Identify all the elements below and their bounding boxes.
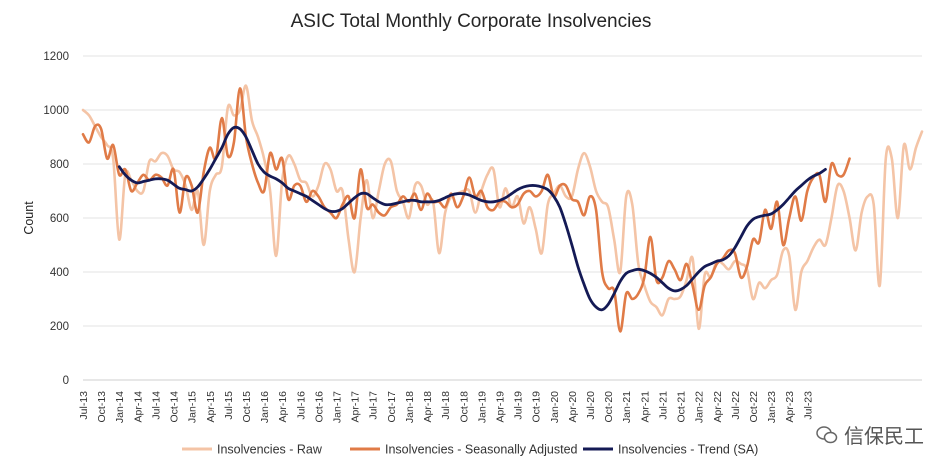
x-tick-label: Jul-16 (295, 391, 307, 420)
x-tick-label: Oct-13 (96, 391, 108, 423)
x-tick-label: Jan-21 (621, 391, 633, 423)
x-tick-label: Jul-19 (513, 391, 525, 420)
y-tick-label: 600 (50, 213, 69, 225)
x-tick-label: Oct-15 (241, 391, 253, 423)
x-tick-label: Jul-13 (78, 391, 90, 420)
x-tick-label: Apr-21 (639, 391, 651, 423)
x-tick-label: Apr-19 (494, 391, 506, 423)
legend-label: Insolvencies - Seasonally Adjusted (385, 443, 578, 457)
x-tick-label: Apr-15 (205, 391, 217, 423)
x-tick-label: Oct-18 (458, 391, 470, 423)
chat-bubble-icon (816, 425, 838, 443)
x-tick-label: Apr-14 (132, 391, 144, 423)
x-tick-label: Jul-14 (150, 391, 162, 420)
series-line-seasonally-adjusted (81, 87, 851, 333)
x-tick-label: Oct-20 (603, 391, 615, 423)
x-tick-label: Apr-16 (277, 391, 289, 423)
x-tick-label: Oct-17 (386, 391, 398, 423)
watermark-text: 信保民工 (844, 424, 924, 448)
chart-title: ASIC Total Monthly Corporate Insolvencie… (290, 11, 652, 32)
y-tick-label: 0 (63, 375, 69, 387)
x-tick-label: Jan-23 (766, 391, 778, 423)
x-tick-label: Oct-22 (748, 391, 760, 423)
x-tick-label: Jan-16 (259, 391, 271, 423)
y-axis-label: Count (22, 201, 36, 235)
x-tick-label: Apr-17 (350, 391, 362, 423)
x-tick-label: Jul-22 (730, 391, 742, 420)
y-tick-label: 200 (50, 321, 69, 333)
series-lines (81, 84, 924, 333)
x-tick-label: Apr-20 (567, 391, 579, 423)
x-tick-label: Jul-21 (657, 391, 669, 420)
series-line-raw (81, 84, 924, 331)
x-tick-label: Jan-15 (187, 391, 199, 423)
y-tick-label: 1000 (43, 105, 69, 117)
x-tick-label: Jul-17 (368, 391, 380, 420)
x-tick-label: Oct-19 (531, 391, 543, 423)
series-line-trend (117, 125, 827, 312)
x-tick-label: Oct-21 (676, 391, 688, 423)
watermark: 信保民工 (816, 420, 924, 449)
y-axis-ticks: 0 200 400 600 800 1000 1200 (43, 51, 69, 387)
x-tick-label: Apr-23 (784, 391, 796, 423)
x-axis-ticks: Jul-13 Oct-13 Jan-14 Apr-14 Jul-14 Oct-14 Jan-… (78, 391, 814, 423)
x-tick-label: Oct-14 (169, 391, 181, 423)
y-tick-label: 800 (50, 159, 69, 171)
x-tick-label: Apr-18 (422, 391, 434, 423)
x-tick-label: Jan-18 (404, 391, 416, 423)
x-tick-label: Jan-17 (332, 391, 344, 423)
x-tick-label: Jul-23 (802, 391, 814, 420)
x-tick-label: Jul-18 (440, 391, 452, 420)
x-tick-label: Oct-16 (313, 391, 325, 423)
x-tick-label: Apr-22 (712, 391, 724, 423)
x-tick-label: Jan-14 (114, 391, 126, 423)
x-tick-label: Jul-20 (585, 391, 597, 420)
x-tick-label: Jan-19 (476, 391, 488, 423)
y-tick-label: 400 (50, 267, 69, 279)
legend-label: Insolvencies - Raw (217, 443, 323, 457)
x-tick-label: Jul-15 (223, 391, 235, 420)
x-tick-label: Jan-20 (549, 391, 561, 423)
legend: Insolvencies - Raw Insolvencies - Seasona… (182, 443, 758, 457)
y-tick-label: 1200 (43, 51, 69, 63)
legend-label: Insolvencies - Trend (SA) (618, 443, 758, 457)
gridlines (83, 55, 922, 381)
x-tick-label: Jan-22 (694, 391, 706, 423)
